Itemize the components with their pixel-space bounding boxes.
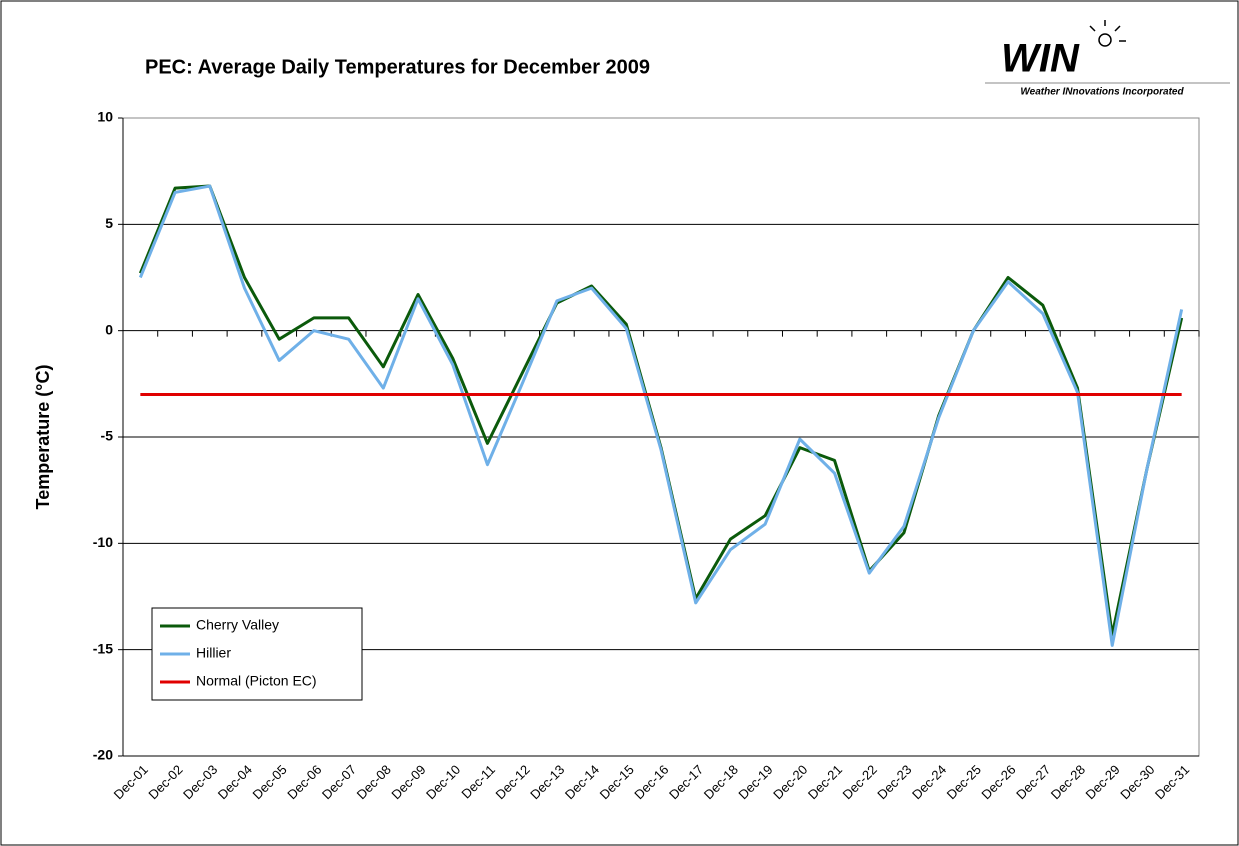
logo-name: WIN bbox=[1001, 37, 1080, 81]
legend: Cherry Valley Hillier Normal (Picton EC) bbox=[151, 607, 363, 701]
y-tick-label: 0 bbox=[105, 321, 113, 337]
chart-title: PEC: Average Daily Temperatures for Dece… bbox=[145, 56, 650, 78]
logo-tagline: Weather INnovations Incorporated bbox=[1020, 87, 1184, 98]
y-tick-label: -5 bbox=[101, 428, 114, 444]
y-tick-label: -20 bbox=[93, 747, 113, 763]
y-tick-label: -15 bbox=[93, 640, 113, 656]
y-tick-label: 10 bbox=[97, 109, 113, 125]
y-axis-label: Temperature (°C) bbox=[33, 365, 53, 510]
legend-label: Cherry Valley bbox=[196, 617, 279, 633]
series-line bbox=[138, 184, 1184, 647]
legend-label: Hillier bbox=[196, 645, 231, 661]
y-tick-label: -10 bbox=[93, 534, 113, 550]
legend-label: Normal (Picton EC) bbox=[196, 673, 317, 689]
logo-sun bbox=[1089, 20, 1126, 47]
y-tick-label: 5 bbox=[105, 215, 113, 231]
